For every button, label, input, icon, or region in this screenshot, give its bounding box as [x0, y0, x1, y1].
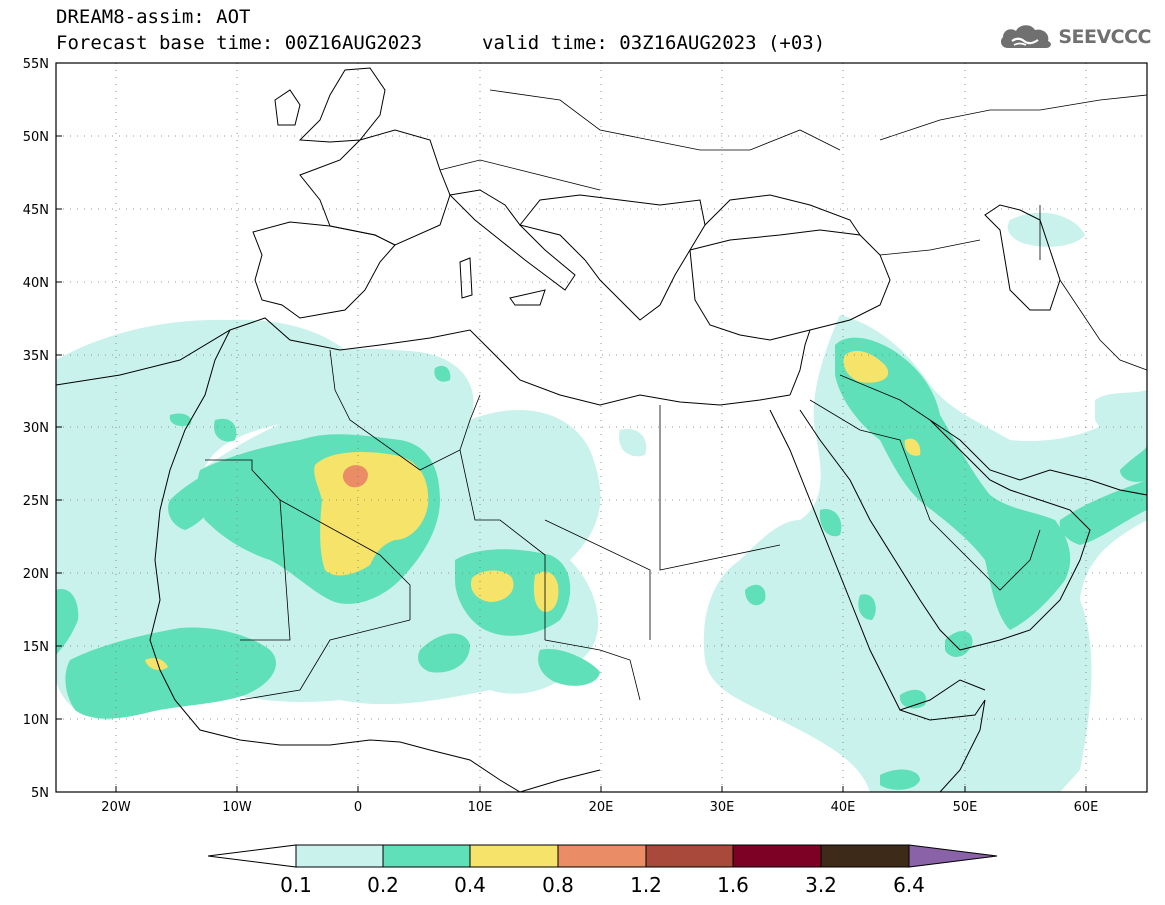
colorbar-high-arrow [908, 844, 998, 868]
colorbar [207, 844, 998, 868]
colorbar-label: 1.2 [630, 873, 662, 897]
lon-label: 10E [468, 800, 493, 815]
lat-label: 50N [23, 130, 49, 145]
colorbar-swatch [469, 844, 559, 868]
seevccc-logo: SEEVCCC [998, 22, 1151, 52]
valid-time: valid time: 03Z16AUG2023 (+03) [482, 32, 826, 54]
logo-text: SEEVCCC [1058, 26, 1151, 48]
lon-label: 30E [710, 800, 735, 815]
lon-label: 0 [354, 800, 362, 815]
colorbar-swatch [295, 844, 384, 868]
colorbar-swatch [557, 844, 647, 868]
colorbar-swatch [645, 844, 734, 868]
colorbar-label: 0.4 [454, 873, 486, 897]
aot-field [56, 212, 1147, 792]
map-grid [56, 63, 1147, 792]
lat-label: 40N [23, 276, 49, 291]
colorbar-low-arrow [207, 844, 297, 868]
lat-label: 55N [23, 57, 49, 72]
colorbar-labels: 0.1 0.2 0.4 0.8 1.2 1.6 3.2 6.4 [280, 873, 925, 897]
coastlines [56, 67, 1147, 792]
lat-label: 25N [23, 494, 49, 509]
cloud-icon [1001, 25, 1052, 48]
colorbar-label: 3.2 [805, 873, 837, 897]
lon-label: 50E [953, 800, 978, 815]
lon-label: 40E [831, 800, 856, 815]
country-borders [205, 89, 1147, 701]
lat-label: 10N [23, 713, 49, 728]
lat-label: 15N [23, 640, 49, 655]
lat-label: 35N [23, 349, 49, 364]
forecast-base-time: Forecast base time: 00Z16AUG2023 [56, 32, 423, 54]
lon-label: 20W [101, 800, 131, 815]
colorbar-swatch [820, 844, 910, 868]
colorbar-label: 0.8 [542, 873, 574, 897]
colorbar-swatch [732, 844, 822, 868]
colorbar-label: 0.1 [280, 873, 312, 897]
lon-label: 10W [222, 800, 252, 815]
lat-label: 30N [23, 421, 49, 436]
map-title: DREAM8-assim: AOT [56, 6, 251, 28]
colorbar-label: 0.2 [367, 873, 399, 897]
lat-label: 20N [23, 567, 49, 582]
lon-label: 20E [589, 800, 614, 815]
lon-label: 60E [1074, 800, 1099, 815]
lat-label: 45N [23, 203, 49, 218]
axis-ticks [56, 135, 1087, 792]
lat-labels: 5N 10N 15N 20N 25N 30N 35N 40N 45N 50N 5… [23, 57, 49, 801]
lon-labels: 20W 10W 0 10E 20E 30E 40E 50E 60E [101, 800, 1098, 815]
lat-label: 5N [31, 786, 49, 801]
colorbar-label: 1.6 [717, 873, 749, 897]
colorbar-label: 6.4 [893, 873, 925, 897]
colorbar-swatch [382, 844, 471, 868]
